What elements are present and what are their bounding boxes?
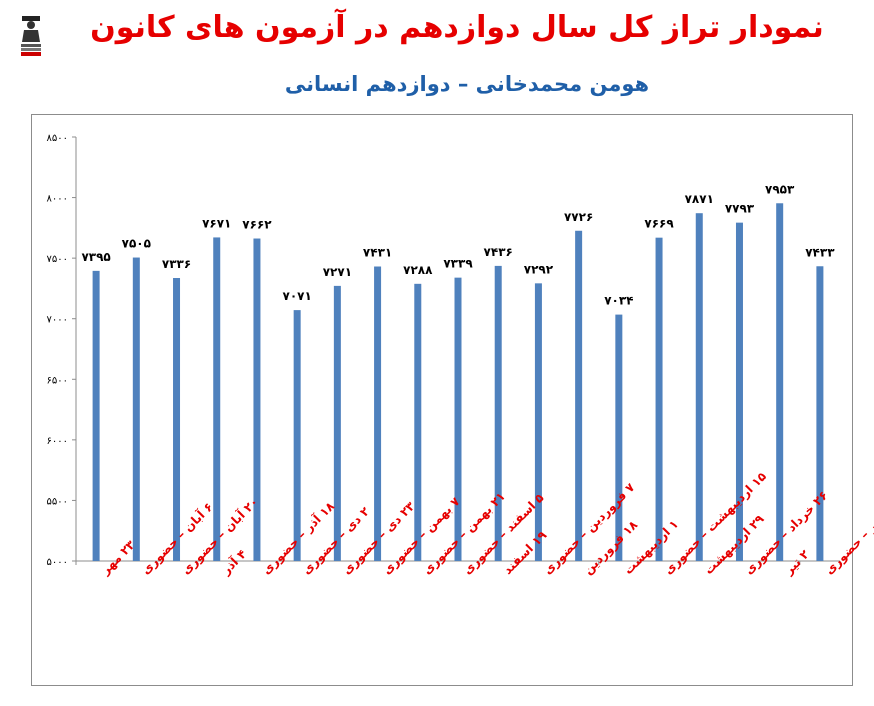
bar [253, 238, 261, 562]
y-tick-label: ۸۰۰۰ [47, 194, 68, 205]
bar [655, 237, 663, 561]
bar [213, 237, 221, 561]
bar-value-label: ۷۴۳۱ [363, 246, 392, 260]
bar [575, 230, 583, 561]
category-label: ۹ تیر – حضوری [822, 504, 874, 578]
bar-value-label: ۷۷۹۳ [725, 202, 755, 216]
bar-value-label: ۷۸۷۱ [685, 192, 714, 206]
bar-value-label: ۷۳۳۶ [162, 257, 191, 271]
y-tick-label: ۶۵۰۰ [47, 375, 68, 386]
category-label: ۴ آذر [218, 546, 250, 578]
chart-subtitle: هومن محمدخانی – دوازدهم انسانی [284, 72, 650, 96]
bar-value-label: ۷۳۳۹ [443, 257, 473, 271]
bar-value-label: ۷۰۷۱ [283, 289, 312, 303]
bar-value-label: ۷۶۶۹ [644, 217, 674, 231]
chart-title: نمودار تراز کل سال دوازدهم در آزمون های … [90, 10, 824, 45]
bar-value-label: ۷۲۸۸ [403, 263, 433, 277]
bar [132, 257, 140, 561]
y-tick-label: ۷۰۰۰ [47, 315, 68, 326]
bar-value-label: ۷۴۳۶ [484, 245, 513, 259]
bar-value-label: ۷۷۲۶ [564, 210, 593, 224]
y-tick-label: ۶۰۰۰ [47, 436, 68, 447]
y-tick-label: ۸۵۰۰ [47, 133, 68, 144]
bar [414, 283, 422, 561]
bar [534, 283, 542, 561]
value-labels: ۷۳۹۵ ۷۵۰۵ ۷۳۳۶ ۷۶۷۱ ۷۶۶۲ ۷۰۷۱ ۷۲۷۱ ۷۴۳۱ ۷۲۸۸ ۷۳۳۹… [81, 182, 835, 307]
y-tick-label: ۵۰۰۰ [47, 557, 68, 568]
bar-value-label: ۷۲۹۲ [524, 262, 554, 276]
bars [92, 203, 824, 562]
bar [173, 278, 181, 561]
bar [494, 265, 502, 561]
logo-icon [18, 14, 44, 58]
chart-frame [31, 114, 853, 686]
bar-value-label: ۷۶۷۱ [202, 216, 231, 230]
bar-value-label: ۷۹۵۳ [765, 182, 795, 196]
bar [615, 314, 623, 561]
bar [454, 277, 462, 561]
bar [92, 270, 100, 561]
bar-value-label: ۷۰۳۴ [604, 294, 633, 308]
bar [776, 203, 784, 561]
bar [374, 266, 382, 561]
bar-value-label: ۷۶۶۲ [242, 218, 272, 232]
bar-value-label: ۷۲۷۱ [323, 265, 352, 279]
category-label: ۲ تیر [781, 547, 812, 578]
category-label: ۲۳ مهر [98, 537, 139, 578]
bar-value-label: ۷۳۹۵ [81, 250, 110, 264]
bar-value-label: ۷۵۰۵ [122, 237, 151, 251]
bar-value-label: ۷۴۳۳ [805, 245, 835, 259]
y-axis-ticks: ۵۰۰۰ ۵۵۰۰ ۶۰۰۰ ۶۵۰۰ ۷۰۰۰ ۷۵۰۰ ۸۰۰۰ ۸۵۰۰ [47, 133, 841, 568]
y-tick-label: ۷۵۰۰ [47, 254, 68, 265]
y-tick-label: ۵۵۰۰ [47, 496, 68, 507]
bar [816, 266, 824, 561]
bar [333, 285, 341, 561]
bar [695, 213, 703, 561]
bar [293, 310, 301, 561]
bar [735, 222, 743, 561]
